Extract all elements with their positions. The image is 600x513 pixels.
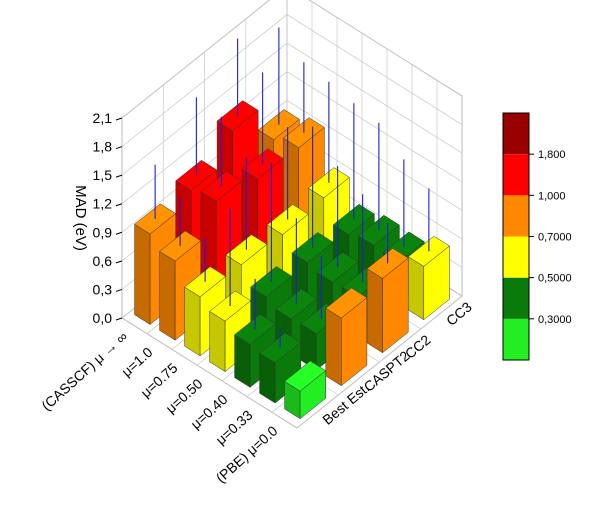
- bar-top-face: [366, 247, 409, 279]
- z-tick-label: 0,9: [93, 224, 113, 240]
- z-tick: [115, 288, 123, 292]
- z-tick: [115, 117, 123, 121]
- bar-top-face: [316, 251, 359, 283]
- z-tick-label: 0,3: [93, 281, 113, 297]
- colorscale-label: 1,000: [538, 190, 566, 202]
- z-tick-label: 1,5: [93, 167, 113, 183]
- bar-left-face: [325, 307, 342, 387]
- bar-top-face: [275, 288, 318, 320]
- z-tick-label: 1,2: [93, 196, 113, 212]
- bar: [325, 287, 368, 387]
- bar-left-face: [366, 268, 383, 354]
- colorscale-label: 0,7000: [538, 232, 572, 244]
- z-gridline: [121, 0, 463, 119]
- bar-top-face: [284, 360, 327, 392]
- colorscale-legend: 0,3000 0,5000 0,7000 1,000 1,800: [502, 112, 572, 361]
- z-tick-label: 2,1: [93, 110, 113, 126]
- z-tick: [115, 146, 123, 150]
- bar-top-face: [225, 234, 268, 266]
- bar-top-face: [325, 287, 368, 319]
- z-tick: [115, 260, 123, 264]
- colorscale-band: [503, 154, 529, 196]
- x-tick-label: (CASSCF) μ → ∞: [38, 328, 130, 413]
- z-tick: [115, 231, 123, 235]
- z-tick: [115, 203, 123, 207]
- bar: [407, 188, 450, 321]
- colorscale-band: [503, 113, 529, 155]
- bar-left-face: [184, 286, 201, 357]
- z-tick: [115, 174, 123, 178]
- colorscale-label: 0,3000: [538, 314, 572, 326]
- z-tick: [115, 317, 123, 321]
- colorscale-label: 1,800: [538, 149, 566, 161]
- colorscale-band: [503, 318, 529, 360]
- bar-top-face: [200, 170, 243, 202]
- colorscale-band: [503, 195, 529, 237]
- bar: [284, 360, 327, 420]
- bar-left-face: [408, 256, 425, 321]
- bar-left-face: [159, 250, 176, 341]
- chart-bars: [134, 27, 450, 420]
- colorscale-label: 0,5000: [538, 273, 572, 285]
- bar: [366, 223, 409, 354]
- bar-left-face: [209, 310, 226, 373]
- bar-left-face: [134, 223, 151, 325]
- bar-top-face: [234, 313, 277, 345]
- bar-top-face: [134, 203, 177, 235]
- colorscale-band: [503, 277, 529, 319]
- z-tick-label: 0,0: [93, 310, 113, 326]
- colorscale-band: [503, 236, 529, 278]
- bar-top-face: [357, 214, 400, 246]
- z-tick-label: 1,8: [93, 139, 113, 155]
- z-axis-title: MAD (eV): [72, 185, 89, 251]
- bar: [259, 328, 302, 404]
- x-tick-label: μ=1.0: [118, 344, 155, 380]
- bar-top-face: [250, 266, 293, 298]
- z-tick-label: 0,6: [93, 253, 113, 269]
